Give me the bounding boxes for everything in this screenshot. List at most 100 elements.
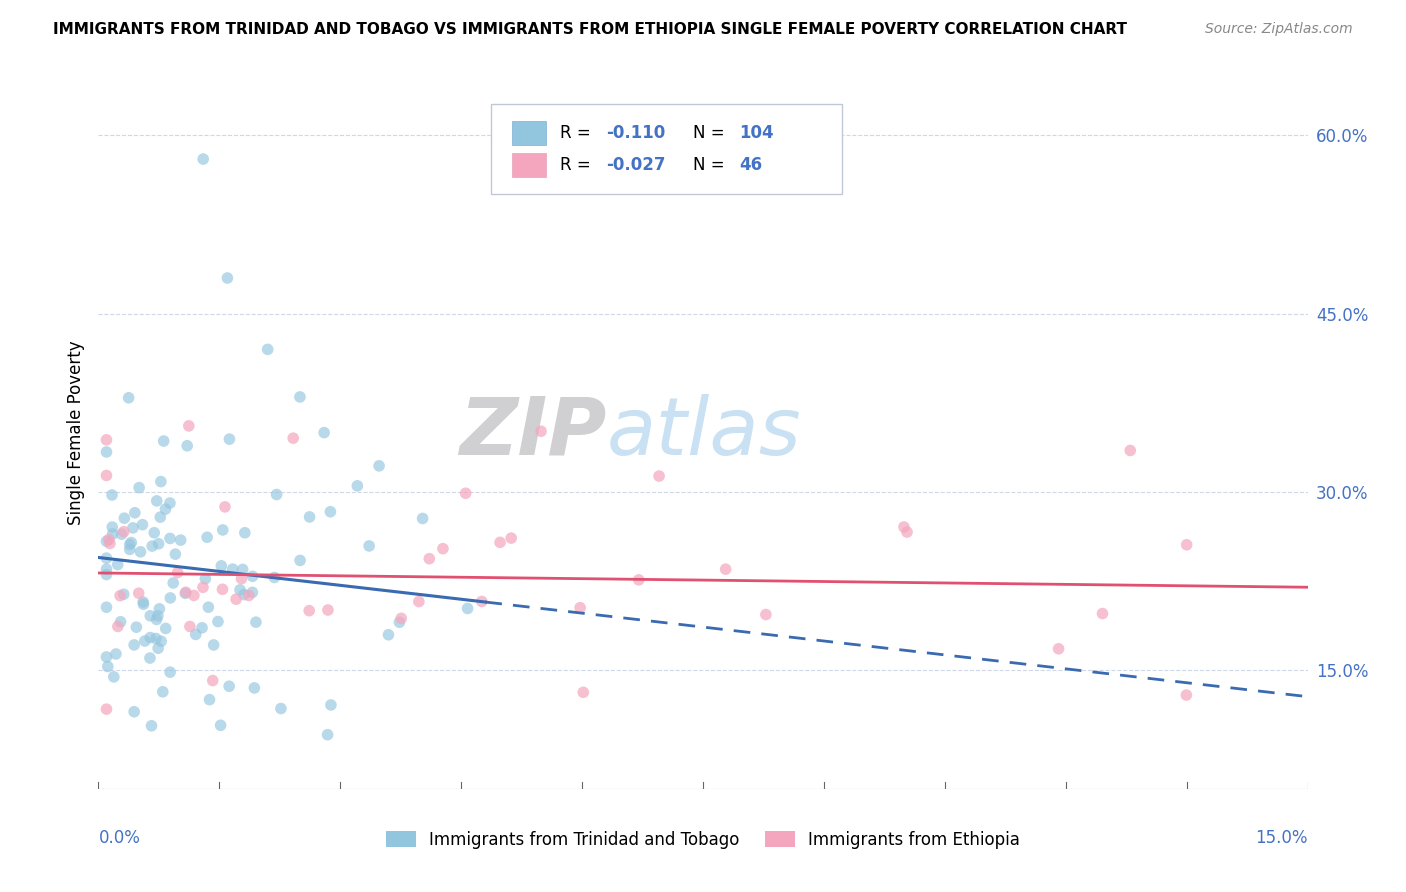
Point (198, 692, 221, 706)
Point (176, 439, 198, 453)
Point (530, 424, 553, 438)
Point (316, 728, 339, 742)
Point (159, 496, 181, 510)
Point (118, 391, 141, 405)
Point (408, 594, 430, 608)
Point (122, 705, 145, 719)
Point (243, 681, 266, 695)
Point (256, 343, 278, 357)
Point (120, 535, 142, 549)
Text: R =: R = (561, 124, 596, 142)
Point (298, 604, 321, 618)
Point (893, 520, 915, 534)
Point (389, 611, 412, 625)
Point (489, 535, 512, 549)
Point (569, 600, 592, 615)
Point (240, 585, 263, 599)
Text: -0.110: -0.110 (606, 124, 665, 142)
Point (298, 509, 321, 524)
Point (377, 628, 399, 642)
Point (1175, 688, 1198, 702)
Point (454, 486, 477, 500)
Text: 0.0%: 0.0% (98, 829, 141, 847)
Text: ZIP: ZIP (458, 393, 606, 472)
Point (96, 468, 118, 483)
Point (266, 487, 288, 501)
Point (263, 570, 285, 584)
Point (128, 586, 150, 600)
Point (211, 523, 233, 537)
Point (96, 562, 118, 576)
Point (131, 517, 153, 532)
Point (132, 597, 155, 611)
Point (648, 469, 671, 483)
Point (96, 534, 118, 549)
Point (896, 524, 918, 539)
Point (141, 719, 163, 733)
Point (132, 595, 155, 609)
Point (145, 494, 167, 508)
Point (125, 620, 148, 634)
Point (218, 432, 240, 446)
Point (368, 458, 391, 473)
Text: 104: 104 (740, 124, 773, 142)
Point (122, 638, 145, 652)
Point (96, 433, 118, 447)
Point (218, 679, 240, 693)
Text: Source: ZipAtlas.com: Source: ZipAtlas.com (1205, 22, 1353, 37)
Point (225, 592, 247, 607)
Point (152, 434, 174, 448)
Point (165, 547, 187, 561)
Legend: Immigrants from Trinidad and Tobago, Immigrants from Ethiopia: Immigrants from Trinidad and Tobago, Imm… (387, 830, 1019, 849)
Point (129, 545, 152, 559)
Point (229, 582, 252, 597)
Point (155, 502, 177, 516)
Point (432, 541, 454, 556)
Text: -0.027: -0.027 (606, 156, 666, 174)
Point (112, 587, 135, 601)
Point (217, 271, 239, 285)
Point (143, 525, 166, 540)
Point (457, 601, 479, 615)
Point (233, 525, 256, 540)
Point (166, 566, 188, 580)
Point (714, 562, 737, 576)
Point (288, 390, 311, 404)
Point (245, 615, 267, 629)
Point (110, 615, 132, 629)
Point (202, 638, 225, 652)
Point (148, 537, 170, 551)
Point (96, 702, 118, 716)
Point (194, 572, 217, 586)
FancyBboxPatch shape (512, 153, 546, 177)
Point (319, 505, 342, 519)
Point (238, 589, 260, 603)
Point (270, 701, 292, 715)
Point (96, 650, 118, 665)
Point (104, 647, 127, 661)
Point (149, 510, 172, 524)
Point (159, 532, 181, 546)
Text: R =: R = (561, 156, 596, 174)
Point (159, 665, 181, 680)
Point (283, 431, 305, 445)
Point (233, 588, 256, 602)
Point (209, 718, 232, 732)
Point (1047, 641, 1070, 656)
FancyBboxPatch shape (492, 104, 842, 194)
Point (139, 631, 162, 645)
Point (1175, 538, 1198, 552)
Point (149, 475, 172, 489)
Point (139, 608, 162, 623)
Point (128, 481, 150, 495)
Point (96, 600, 118, 615)
Point (191, 580, 214, 594)
Point (96, 445, 118, 459)
Point (319, 698, 342, 712)
Point (316, 603, 339, 617)
Point (97, 659, 120, 673)
Point (152, 685, 174, 699)
Point (122, 521, 145, 535)
Point (107, 558, 129, 572)
Point (96, 567, 118, 582)
